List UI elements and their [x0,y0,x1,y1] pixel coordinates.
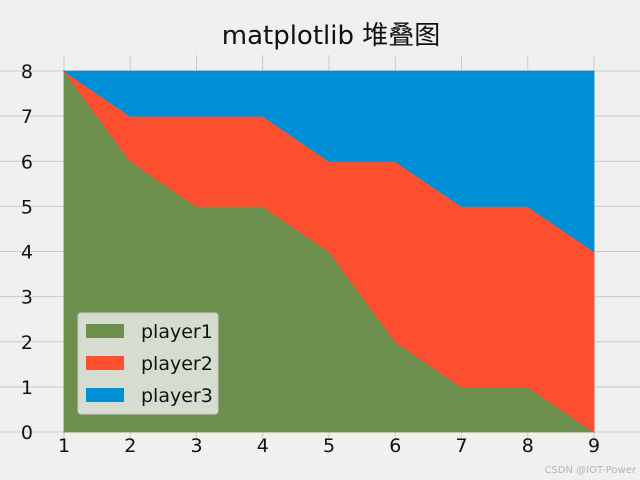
x-tick-label: 8 [522,435,534,457]
y-tick-label: 3 [21,287,33,309]
x-tick-label: 2 [124,435,136,457]
y-tick-label: 2 [21,332,33,354]
y-tick-label: 1 [21,377,33,399]
watermark: CSDN @IOT-Power [544,465,636,476]
legend-swatch-player3 [86,388,124,402]
legend-label-player1: player1 [141,321,213,343]
legend-label-player2: player2 [141,353,213,375]
chart-title: matplotlib 堆叠图 [222,21,441,51]
y-tick-label: 0 [21,422,33,444]
y-tick-label: 8 [21,61,33,83]
y-tick-label: 6 [21,151,33,173]
legend-swatch-player2 [86,356,124,370]
x-tick-label: 3 [190,435,202,457]
x-tick-label: 1 [58,435,70,457]
area-player3 [62,70,595,253]
y-tick-label: 4 [21,242,33,264]
y-tick-label: 5 [21,196,33,218]
legend-label-player3: player3 [141,385,213,407]
y-tick-label: 7 [21,106,33,128]
x-tick-label: 7 [455,435,467,457]
x-tick-label: 5 [323,435,335,457]
legend-swatch-player1 [86,324,124,338]
x-tick-label: 9 [588,435,600,457]
x-tick-label: 4 [257,435,269,457]
legend: player1 player2 player3 [77,312,219,415]
x-tick-label: 6 [389,435,401,457]
axis-ticks: 1 2 3 4 5 6 7 8 9 0 1 2 3 4 5 6 7 8 [21,61,600,457]
